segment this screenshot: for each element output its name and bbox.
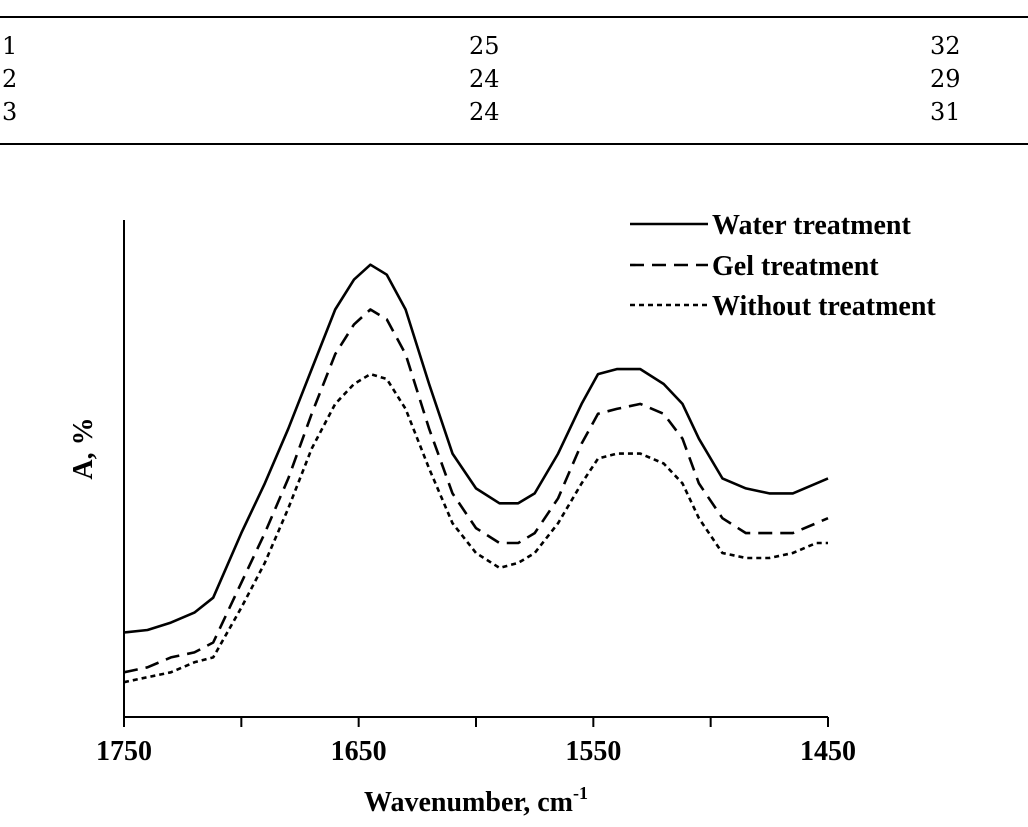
table-cell: 2: [2, 65, 18, 93]
table-row: 3 24 31: [0, 96, 1028, 129]
x-tick-labels: 1750 1650 1550 1450: [96, 736, 856, 767]
x-tick-label: 1550: [565, 736, 621, 767]
legend-label: Without treatment: [712, 291, 936, 322]
y-axis-title: A, %: [68, 417, 99, 479]
legend-entry: Without treatment: [630, 291, 936, 322]
table-cell: 25: [469, 32, 500, 60]
table-row: 1 25 32: [0, 30, 1028, 63]
table-cell: 31: [930, 98, 961, 126]
x-tick-label: 1750: [96, 736, 152, 767]
legend-entry: Water treatment: [630, 210, 911, 241]
x-axis-title: Wavenumber, cm-1: [364, 783, 588, 818]
table-cell: 3: [2, 98, 18, 126]
series-line-dashed: [123, 308, 829, 674]
plot-lines: [123, 263, 829, 684]
table-cell: 1: [2, 32, 18, 60]
series-line-dotted: [123, 372, 828, 684]
x-tick-label: 1450: [800, 736, 856, 767]
table-cell: 29: [930, 65, 961, 93]
legend-label: Water treatment: [712, 210, 911, 241]
table-cell: 32: [930, 32, 961, 60]
x-axis-title-superscript: -1: [573, 783, 588, 803]
x-ticks: [123, 717, 829, 727]
table-row: 2 24 29: [0, 63, 1028, 96]
legend-entry: Gel treatment: [630, 251, 879, 282]
legend-label: Gel treatment: [712, 251, 879, 282]
table-cell: 24: [469, 98, 500, 126]
legend: Water treatment Gel treatment Without trea…: [630, 210, 936, 322]
x-tick-label: 1650: [331, 736, 387, 767]
table-body: 1 25 32 2 24 29 3 24 31: [0, 30, 1028, 129]
series-line-solid: [123, 263, 829, 634]
table-top-rule: [0, 16, 1028, 18]
table-cell: 24: [469, 65, 500, 93]
x-axis-title-text: Wavenumber, cm: [364, 787, 573, 818]
table-bottom-rule: [0, 143, 1028, 145]
